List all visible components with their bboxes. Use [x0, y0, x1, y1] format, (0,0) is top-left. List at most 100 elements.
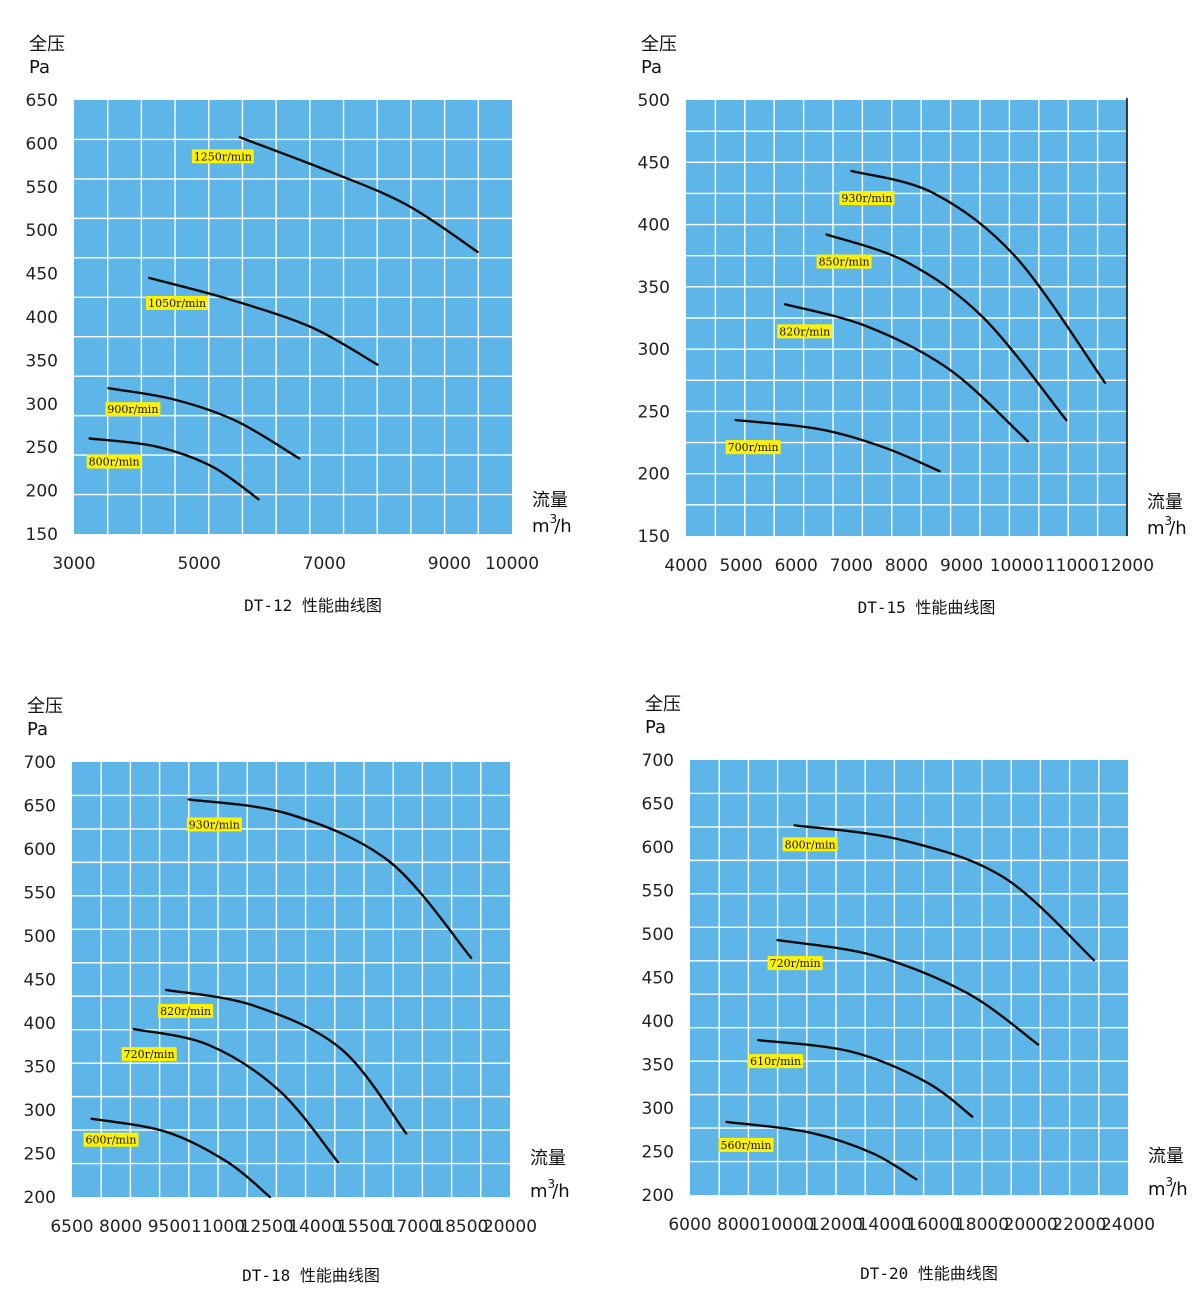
x-tick-label: 12000	[809, 1215, 863, 1235]
plot-area	[74, 100, 512, 534]
y-tick-label: 400	[24, 1014, 56, 1034]
series-label-bg	[105, 402, 161, 417]
y-tick-label: 150	[638, 527, 670, 547]
x-tick-label: 11000	[191, 1217, 245, 1237]
series-label-text: 820r/min	[160, 1005, 211, 1018]
y-tick-label: 250	[638, 402, 670, 422]
x-tick-label: 7000	[303, 554, 346, 574]
x-tick-label: 4000	[664, 556, 707, 576]
series-label-bg	[121, 1047, 177, 1062]
y-axis-title: 全压	[641, 34, 677, 55]
y-tick-label: 450	[26, 265, 58, 285]
y-tick-label: 450	[642, 969, 674, 989]
series-label-text: 930r/min	[189, 818, 240, 831]
series-label-text: 600r/min	[85, 1134, 136, 1147]
x-tick-label: 11000	[1045, 556, 1099, 576]
series-label-bg	[777, 324, 833, 339]
x-tick-label: 9000	[428, 554, 471, 574]
chart-caption: DT-18 性能曲线图	[242, 1266, 380, 1285]
series-label-bg	[191, 149, 254, 164]
series-label-text: 560r/min	[721, 1139, 772, 1152]
x-tick-label: 16000	[906, 1215, 960, 1235]
x-tick-label: 12000	[1100, 556, 1154, 576]
y-tick-label: 600	[26, 134, 58, 154]
x-tick-label: 6500	[50, 1217, 93, 1237]
x-axis-unit: m3/h	[530, 1177, 570, 1202]
series-curve	[784, 303, 1029, 443]
y-tick-label: 350	[24, 1058, 56, 1078]
chart-caption: DT-15 性能曲线图	[858, 598, 996, 617]
series-label-bg	[725, 440, 781, 455]
series-label-bg	[782, 837, 838, 852]
x-axis-unit: m3/h	[532, 512, 572, 537]
y-tick-label: 400	[642, 1012, 674, 1032]
series-curve	[90, 1117, 272, 1199]
y-tick-label: 200	[26, 482, 58, 502]
y-tick-label: 600	[24, 840, 56, 860]
y-tick-label: 200	[638, 465, 670, 485]
x-tick-label: 8000	[99, 1217, 142, 1237]
series-label-text: 700r/min	[728, 441, 779, 454]
y-tick-label: 600	[642, 838, 674, 858]
x-axis-title: 流量	[532, 490, 568, 511]
x-tick-label: 14000	[288, 1217, 342, 1237]
y-tick-label: 550	[642, 882, 674, 902]
series-label-bg	[86, 454, 142, 469]
y-tick-label: 650	[26, 91, 58, 111]
series-curve	[132, 1027, 340, 1164]
y-tick-label: 450	[24, 971, 56, 991]
grid	[690, 760, 1128, 1195]
series-label-bg	[718, 1137, 774, 1152]
y-tick-label: 200	[642, 1186, 674, 1206]
grid	[686, 100, 1127, 536]
chart-3: 700 650 600 550 500 450 400 350 300 250 200 6500 800…	[24, 696, 570, 1285]
series-label-bg	[748, 1054, 804, 1069]
y-axis-title: 全压	[29, 34, 65, 55]
series-curve	[793, 824, 1096, 962]
x-tick-label: 24000	[1101, 1215, 1155, 1235]
y-axis-unit: Pa	[29, 57, 50, 78]
series-label: 900r/min	[105, 402, 161, 417]
series-label: 1250r/min	[191, 149, 254, 164]
x-tick-label: 18000	[955, 1215, 1009, 1235]
x-axis-title: 流量	[530, 1148, 566, 1169]
series-label: 560r/min	[718, 1137, 774, 1152]
plot-area	[72, 762, 510, 1197]
series-label-bg	[158, 1003, 214, 1018]
x-tick-label: 10000	[485, 554, 539, 574]
series-curve	[734, 418, 941, 473]
series-label: 600r/min	[83, 1132, 139, 1147]
series-label: 1050r/min	[146, 295, 209, 310]
series-label: 820r/min	[158, 1003, 214, 1018]
y-axis-title: 全压	[27, 696, 63, 717]
y-tick-label: 300	[638, 340, 670, 360]
series-label: 700r/min	[725, 440, 781, 455]
y-tick-label: 650	[642, 795, 674, 815]
y-tick-label: 450	[638, 153, 670, 173]
series-label-text: 820r/min	[779, 325, 830, 338]
y-axis-unit: Pa	[27, 719, 48, 740]
x-tick-label: 5000	[719, 556, 762, 576]
x-axis-title: 流量	[1148, 1146, 1184, 1167]
series-label: 720r/min	[767, 956, 823, 971]
y-tick-label: 150	[26, 525, 58, 545]
y-tick-label: 400	[26, 308, 58, 328]
y-tick-label: 300	[24, 1101, 56, 1121]
series-label-bg	[839, 191, 895, 206]
x-tick-label: 12500	[240, 1217, 294, 1237]
series-label-text: 720r/min	[770, 957, 821, 970]
chart-4: 700 650 600 550 500 450 400 350 300 250 200 6000 800…	[642, 694, 1188, 1283]
x-tick-label: 6000	[775, 556, 818, 576]
chart-caption: DT-12 性能曲线图	[244, 596, 382, 615]
x-axis-unit: m3/h	[1148, 1175, 1188, 1200]
x-tick-label: 17000	[386, 1217, 440, 1237]
y-tick-label: 350	[642, 1056, 674, 1076]
x-axis-unit: m3/h	[1147, 514, 1187, 539]
x-tick-label: 20000	[483, 1217, 537, 1237]
chart-1: 650 600 550 500 450 400 350 300 250 200 150 3000 500…	[26, 34, 572, 615]
x-tick-label: 6000	[668, 1215, 711, 1235]
y-tick-label: 250	[26, 438, 58, 458]
x-tick-label: 15500	[337, 1217, 391, 1237]
series-label-text: 1050r/min	[148, 297, 206, 310]
